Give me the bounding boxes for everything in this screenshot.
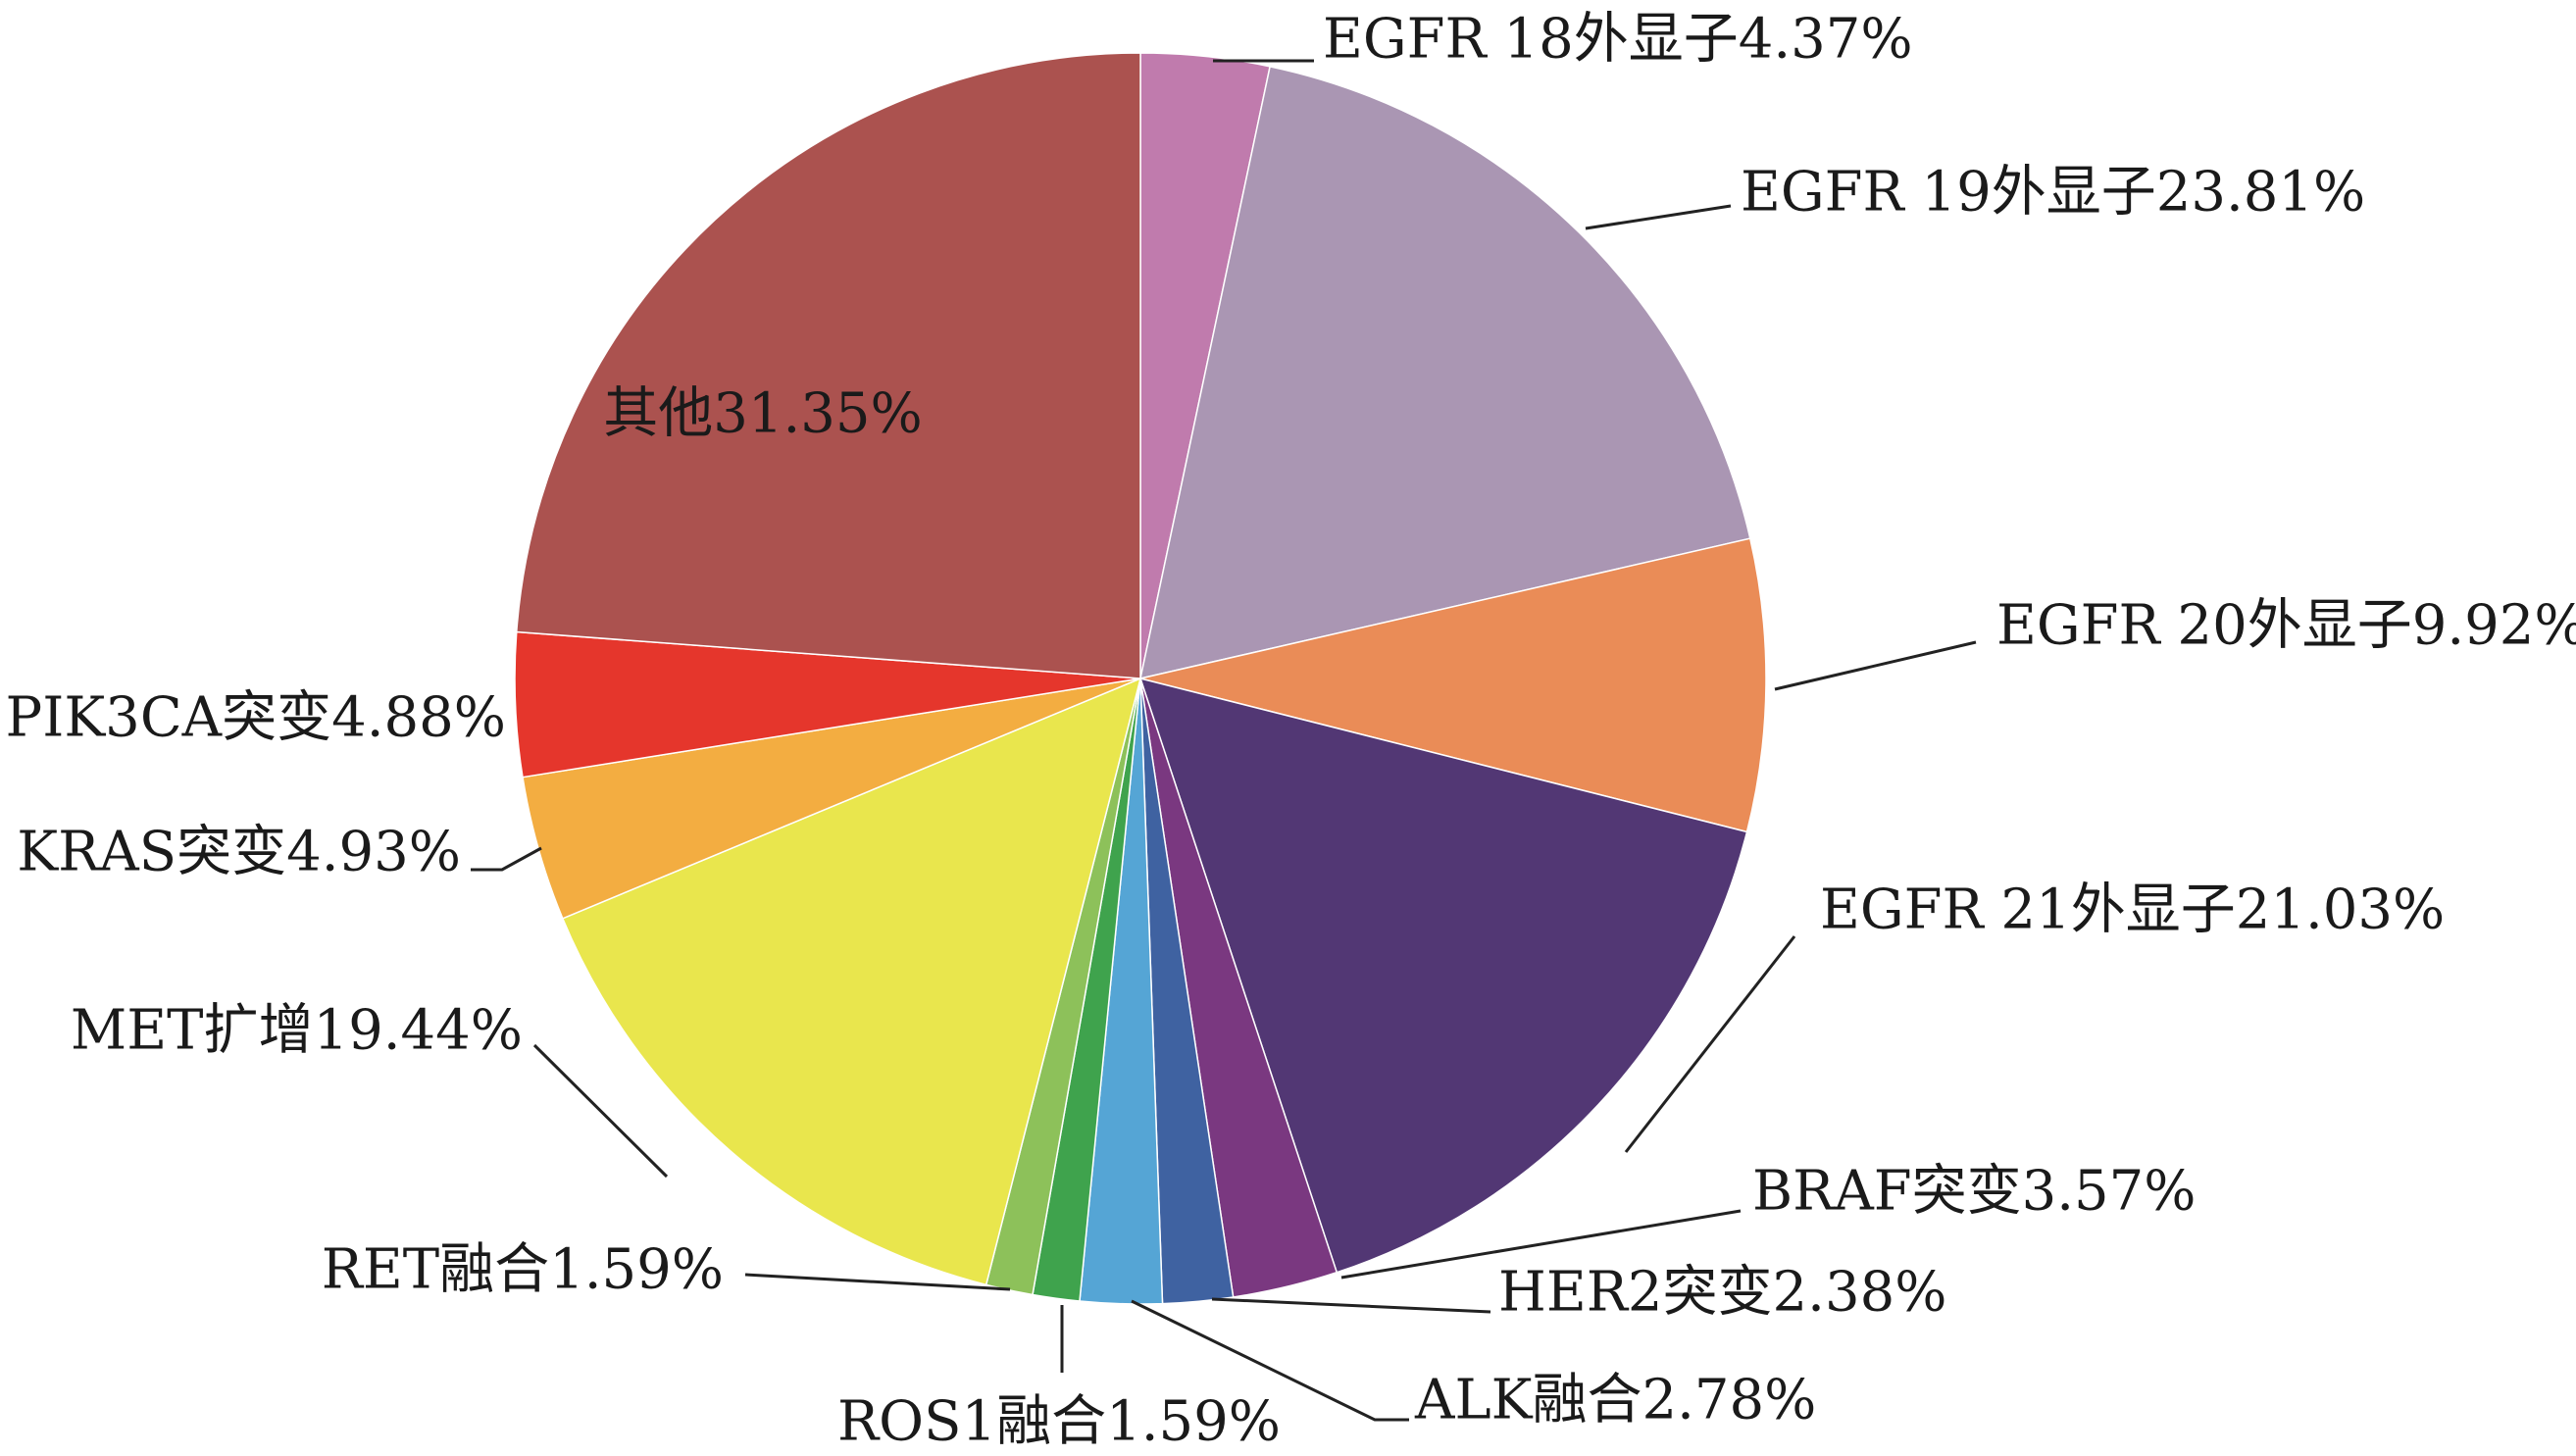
slice-label-7: ROS1融合1.59% <box>837 1390 1281 1454</box>
slice-label-5: HER2突变2.38% <box>1498 1261 1946 1325</box>
pie-slice-3 <box>1138 677 1748 1274</box>
slice-label-1: EGFR 19外显子23.81% <box>1741 161 2365 225</box>
slice-label-9: MET扩增19.44% <box>71 999 523 1063</box>
leader-line-9 <box>532 1043 669 1179</box>
pie-slice-9 <box>561 677 1142 1286</box>
leader-line-6 <box>1131 1299 1409 1422</box>
pie-slices <box>514 52 1767 1305</box>
slice-label-11: PIK3CA突变4.88% <box>6 686 506 750</box>
leader-line-10 <box>471 846 542 872</box>
pie-slice-2 <box>1139 537 1767 833</box>
leader-line-1 <box>1585 204 1732 230</box>
leader-line-4 <box>1340 1209 1742 1280</box>
slice-label-6: ALK融合2.78% <box>1414 1369 1816 1432</box>
slice-label-3: EGFR 21外显子21.03% <box>1820 879 2445 942</box>
slice-label-10: KRAS突变4.93% <box>17 821 461 884</box>
leader-line-8 <box>744 1273 1011 1291</box>
slice-labels: EGFR 18外显子4.37% EGFR 19外显子23.81% EGFR 20外显… <box>6 8 2576 1454</box>
leader-line-3 <box>1624 935 1796 1153</box>
slice-label-8: RET融合1.59% <box>322 1238 724 1302</box>
pie-slice-1 <box>1139 65 1751 679</box>
leader-line-2 <box>1774 640 1977 691</box>
slice-label-4: BRAF突变3.57% <box>1752 1160 2197 1224</box>
slice-label-12: 其他31.35% <box>603 382 923 446</box>
leader-lines <box>471 59 1977 1422</box>
pie-slice-12 <box>515 52 1141 679</box>
slice-label-2: EGFR 20外显子9.92% <box>1996 594 2576 658</box>
slice-label-0: EGFR 18外显子4.37% <box>1323 8 1913 72</box>
leader-line-5 <box>1211 1297 1491 1314</box>
